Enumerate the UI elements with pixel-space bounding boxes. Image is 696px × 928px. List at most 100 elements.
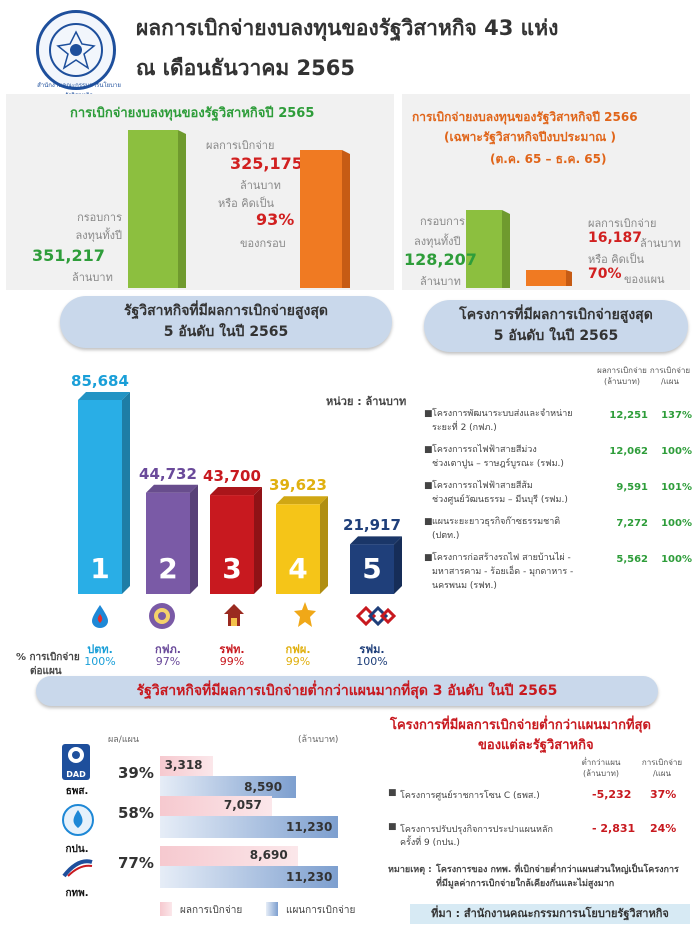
budget-2565-label-2: ลงทุนทั้งปี xyxy=(75,229,123,242)
low-col-amount-1: ต่ำกว่าแผน xyxy=(581,758,621,767)
project-amount: 7,272 xyxy=(616,518,648,529)
disb-2565-of-frame: ของกรอบ xyxy=(240,237,286,250)
bar-side xyxy=(254,487,262,594)
unit-note: หน่วย : ล้านบาท xyxy=(326,395,407,408)
srt-logo-icon xyxy=(220,602,248,630)
note-label: หมายเหตุ : xyxy=(388,865,432,875)
top5-title-pill: รัฐวิสาหกิจที่มีผลการเบิกจ่ายสูงสุด 5 อัน… xyxy=(60,296,392,348)
projects-title-1: โครงการที่มีผลการเบิกจ่ายสูงสุด xyxy=(459,307,653,323)
panel-2566-period: (ต.ค. 65 – ธ.ค. 65) xyxy=(490,152,607,166)
low-org-label: กปน. xyxy=(65,844,89,855)
legend-actual-swatch xyxy=(160,902,172,916)
budget-2566-unit: ล้านบาท xyxy=(420,275,461,288)
mwa-logo-icon xyxy=(62,804,94,836)
bar-value-label: 85,684 xyxy=(71,372,129,390)
low-col-rate-2: /แผน xyxy=(652,769,671,778)
note-line-2: ที่มีมูลค่าการเบิกจ่ายใกล้เคียงกันและไม่… xyxy=(436,879,615,889)
low-project-rate: 24% xyxy=(650,822,677,835)
bullet-icon: ■ xyxy=(388,822,397,832)
project-rate: 100% xyxy=(661,554,692,565)
top5-bar-chart xyxy=(78,392,402,594)
org-abbr-label: กฟผ. xyxy=(285,643,311,656)
projects-col-amount-2: (ล้านบาท) xyxy=(604,377,640,386)
actual-value-label: 3,318 xyxy=(164,758,203,772)
bar-value-label: 44,732 xyxy=(139,464,197,483)
top5-title-2: 5 อันดับ ในปี 2565 xyxy=(163,324,289,340)
project-rate: 100% xyxy=(661,446,692,457)
disb-2565-value: 325,175 xyxy=(230,154,303,173)
budget-2565-unit: ล้านบาท xyxy=(72,271,113,284)
low-projects-title-1: โครงการที่มีผลการเบิกจ่ายต่ำกว่าแผนมากที… xyxy=(390,718,651,733)
ptt-logo-icon xyxy=(90,604,110,628)
source-note: ที่มา : สำนักงานคณะกรรมการนโยบายรัฐวิสาห… xyxy=(410,904,690,924)
budget-2565-bar xyxy=(128,130,186,288)
actual-value-label: 8,690 xyxy=(249,848,288,862)
bar-side xyxy=(122,392,130,594)
legend-plan-label: แผนการเบิกจ่าย xyxy=(286,905,356,916)
actual-bar xyxy=(160,796,272,816)
low-col-amount-2: (ล้านบาท) xyxy=(583,769,619,778)
project-rate: 137% xyxy=(661,410,692,421)
bar-ปตท. xyxy=(78,400,122,594)
budget-2565-label-1: กรอบการ xyxy=(77,211,122,224)
bar-top xyxy=(210,487,262,496)
disb-2565-label: ผลการเบิกจ่าย xyxy=(206,139,275,152)
projects-col-amount-1: ผลการเบิกจ่าย xyxy=(597,366,647,375)
pct-of-plan-value: 97% xyxy=(155,655,181,668)
org-abbr-label: รฟท. xyxy=(219,643,245,656)
panel-2566-title-2: (เฉพาะรัฐวิสาหกิจปีงบประมาณ ) xyxy=(444,130,616,144)
project-rate: 101% xyxy=(661,482,692,493)
disb-2566-label: ผลการเบิกจ่าย xyxy=(588,217,657,230)
disb-2566-pct: 70% xyxy=(588,266,622,282)
low-pct-label: 39% xyxy=(118,764,154,782)
garuda-emblem-icon xyxy=(49,23,103,77)
low-org-label: กทพ. xyxy=(65,888,89,899)
budget-2566-label-1: กรอบการ xyxy=(420,215,465,228)
panel-2566-title-1: การเบิกจ่ายงบลงทุนของรัฐวิสาหกิจปี 2566 xyxy=(412,110,638,124)
bullet-icon: ■ xyxy=(424,553,433,563)
bullet-icon: ■ xyxy=(424,445,433,455)
low-org-label: ธพส. xyxy=(65,786,89,797)
bar-rank-label: 5 xyxy=(362,552,382,585)
dad-badge: DAD xyxy=(66,770,86,779)
bar-side xyxy=(320,496,328,594)
projects-col-rate-1: การเบิกจ่าย xyxy=(649,366,691,375)
pct-of-plan-value: 100% xyxy=(356,655,388,668)
egat-logo-icon xyxy=(292,600,318,630)
org-abbr-label: กฟภ. xyxy=(155,643,181,656)
bar-rank-label: 4 xyxy=(288,552,308,585)
bar-top xyxy=(78,392,130,400)
bar-รฟม. xyxy=(350,544,394,594)
plan-bar xyxy=(160,866,338,888)
actual-value-label: 7,057 xyxy=(223,798,262,812)
disb-2565-unit: ล้านบาท xyxy=(240,179,281,192)
disb-2566-unit: ล้านบาท xyxy=(640,237,681,250)
page-title-line2: ณ เดือนธันวาคม 2565 xyxy=(136,56,355,80)
bar-top xyxy=(146,484,198,493)
plan-value-label: 8,590 xyxy=(244,780,283,794)
legend-actual-label: ผลการเบิกจ่าย xyxy=(180,905,243,916)
org-abbr-label: ปตท. xyxy=(87,643,113,656)
exat-logo-icon xyxy=(62,856,94,878)
low-col-rate-1: การเบิกจ่าย xyxy=(641,758,683,767)
bullet-icon: ■ xyxy=(424,517,433,527)
plan-value-label: 11,230 xyxy=(286,820,333,834)
low-project-amount: -5,232 xyxy=(592,788,632,801)
col-pct-label: ผล/แผน xyxy=(108,735,140,745)
bar-top xyxy=(350,536,402,545)
bar-rank-label: 2 xyxy=(158,552,178,585)
bullet-icon: ■ xyxy=(424,409,433,419)
budget-2565-value: 351,217 xyxy=(32,246,105,265)
page-title-line1: ผลการเบิกจ่ายงบลงทุนของรัฐวิสาหกิจ 43 แห… xyxy=(136,16,559,40)
plan-bar xyxy=(160,816,338,838)
low-project-row: ■ โครงการศูนย์ราชการโซน C (ธพส.) -5,232 … xyxy=(388,788,677,801)
low-projects-title-2: ของแต่ละรัฐวิสาหกิจ xyxy=(478,738,594,753)
pct-of-plan-value: 99% xyxy=(285,655,311,668)
bottom-title-pill: รัฐวิสาหกิจที่มีผลการเบิกจ่ายต่ำกว่าแผนม… xyxy=(36,676,658,706)
bar-กฟภ. xyxy=(146,492,190,594)
project-amount: 9,591 xyxy=(616,482,648,493)
projects-title-pill: โครงการที่มีผลการเบิกจ่ายสูงสุด 5 อันดับ … xyxy=(424,300,688,352)
col-unit-label: (ล้านบาท) xyxy=(298,735,339,745)
plan-bar xyxy=(160,776,297,798)
disb-2566-or: หรือ คิดเป็น xyxy=(588,253,645,266)
